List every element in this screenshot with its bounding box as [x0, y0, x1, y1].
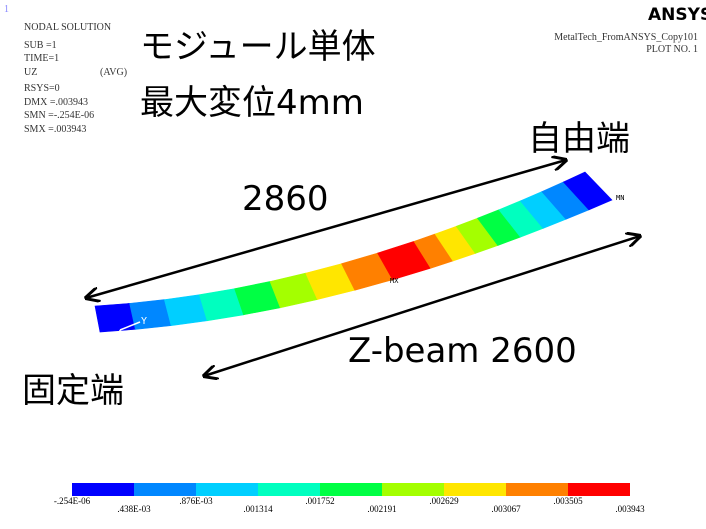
legend-swatch: [72, 483, 134, 496]
title: モジュール単体: [140, 27, 376, 67]
legend-swatch: [258, 483, 320, 496]
plot-number: PLOT NO. 1: [646, 44, 698, 55]
header-line: TIME=1: [24, 53, 59, 64]
beam-label: Z-beam 2600: [348, 331, 577, 371]
legend-swatch: [134, 483, 196, 496]
header-line: DMX =.003943: [24, 97, 88, 108]
legend-swatch: [506, 483, 568, 496]
legend-label: .002191: [367, 504, 396, 514]
fixed-end-label: 固定端: [22, 371, 124, 411]
legend-label: .003505: [553, 496, 583, 506]
axis-label: Y: [141, 316, 147, 327]
legend-swatch: [568, 483, 630, 496]
legend-label: .438E-03: [117, 504, 151, 514]
model-name: MetalTech_FromANSYS_Copy101: [554, 32, 698, 43]
min-marker: MN: [616, 194, 624, 202]
legend-label: .001314: [243, 504, 273, 514]
header-line: SMX =.003943: [24, 124, 86, 135]
header-line: SUB =1: [24, 40, 57, 51]
header-line: UZ: [24, 67, 37, 78]
contour-band: [130, 300, 172, 330]
legend-swatch: [196, 483, 258, 496]
header-line: RSYS=0: [24, 83, 60, 94]
legend-swatch: [320, 483, 382, 496]
header-line: NODAL SOLUTION: [24, 22, 111, 33]
contour-band: [95, 303, 135, 332]
header-line: (AVG): [100, 67, 127, 78]
legend-label: .002629: [429, 496, 459, 506]
header-line: SMN =-.254E-06: [24, 110, 94, 121]
legend-label: -.254E-06: [54, 496, 91, 506]
legend-label: .003067: [491, 504, 521, 514]
max-marker: MX: [390, 277, 399, 285]
screenshot: 1 NODAL SOLUTION SUB =1 TIME=1 UZ (AVG) …: [0, 0, 706, 529]
legend-label: .876E-03: [179, 496, 213, 506]
legend-label: .001752: [305, 496, 334, 506]
legend-label: .003943: [615, 504, 645, 514]
legend-swatch: [382, 483, 444, 496]
length-label: 2860: [242, 179, 329, 219]
window-number: 1: [4, 4, 9, 15]
subtitle: 最大変位4mm: [140, 83, 364, 123]
logo: ANSYS: [648, 5, 706, 25]
free-end-label: 自由端: [528, 119, 630, 159]
legend-swatch: [444, 483, 506, 496]
